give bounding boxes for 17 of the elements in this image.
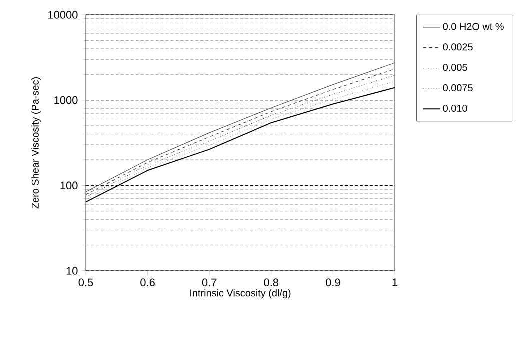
y-tick-label: 100	[60, 182, 78, 190]
x-axis-title: Intrinsic Viscosity (dl/g)	[190, 289, 291, 299]
legend-label: 0.0 H2O wt %	[443, 23, 504, 30]
legend-label: 0.0075	[443, 84, 473, 92]
legend-label: 0.005	[443, 64, 468, 72]
y-axis-title: Zero Shear Viscosity (Pa-sec)	[32, 78, 41, 209]
y-tick-label: 10000	[48, 11, 78, 19]
x-tick-label: 0.8	[264, 278, 279, 287]
y-tick-label: 1000	[54, 96, 78, 104]
x-tick-label: 0.6	[140, 278, 155, 287]
legend-label: 0.010	[443, 104, 468, 112]
x-tick-label: 0.9	[326, 278, 340, 287]
x-tick-label: 1	[392, 278, 398, 286]
x-tick-label: 0.5	[78, 278, 94, 287]
x-tick-label: 0.7	[202, 278, 217, 287]
y-tick-label: 10	[66, 267, 78, 275]
legend-label: 0.0025	[443, 44, 473, 51]
